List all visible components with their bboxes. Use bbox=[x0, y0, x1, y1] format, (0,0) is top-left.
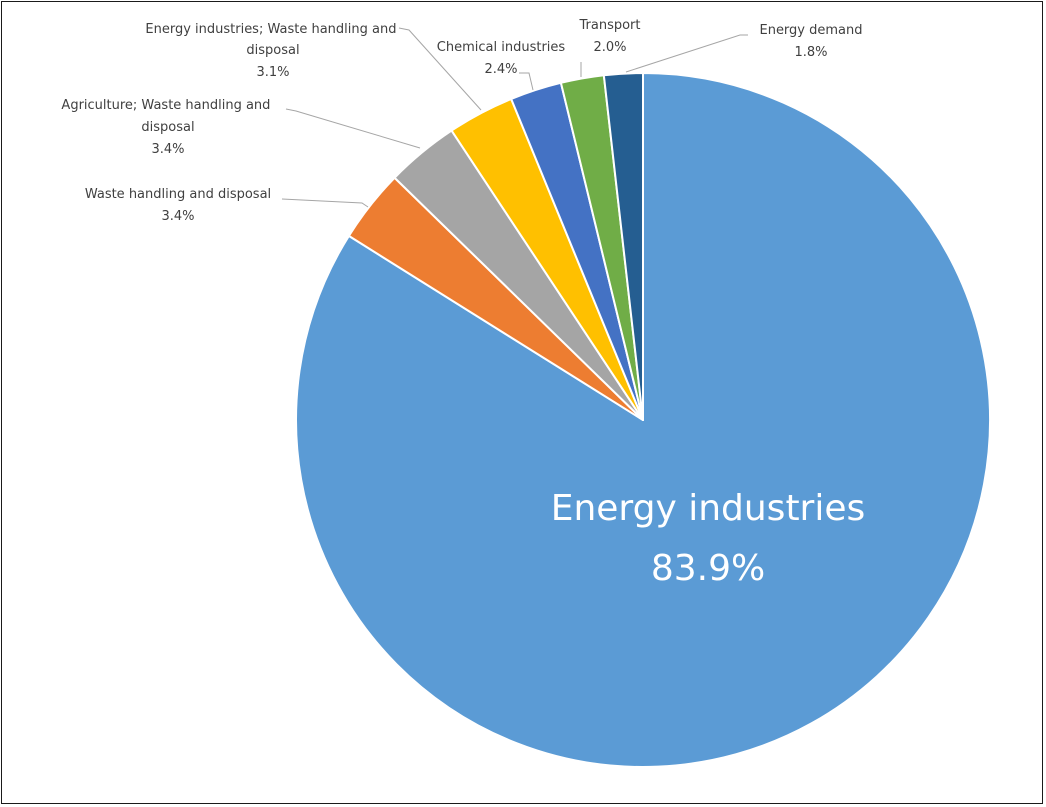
slice-value-transport: 2.0% bbox=[593, 40, 626, 55]
slice-value-agriculture-waste: 3.4% bbox=[151, 142, 184, 157]
slice-label-transport: Transport bbox=[578, 18, 640, 33]
slice-value-waste-handling: 3.4% bbox=[161, 209, 194, 224]
leader-agriculture-waste bbox=[285, 108, 421, 149]
leader-chemical-industries bbox=[519, 72, 534, 91]
slice-value-energy-industries: 83.9% bbox=[651, 548, 765, 589]
slice-label-agriculture-waste: Agriculture; Waste handling and disposal bbox=[61, 98, 274, 135]
leader-energy-demand bbox=[625, 34, 748, 73]
slice-value-energy-demand: 1.8% bbox=[794, 45, 827, 60]
leader-lines bbox=[281, 27, 748, 208]
slice-label-chemical-industries: Chemical industries bbox=[437, 40, 566, 55]
slice-energy-demand bbox=[602, 72, 644, 421]
slice-labels: Energy industries 83.9% Waste handling a… bbox=[61, 18, 865, 589]
slice-label-energy-industries: Energy industries bbox=[551, 488, 866, 529]
slice-label-energy-waste: Energy industries; Waste handling and di… bbox=[145, 22, 400, 58]
leader-energy-waste bbox=[398, 27, 482, 111]
slice-value-chemical-industries: 2.4% bbox=[484, 62, 517, 77]
slice-label-energy-demand: Energy demand bbox=[759, 23, 862, 38]
pie-slices bbox=[295, 72, 991, 768]
leader-waste-handling bbox=[281, 198, 369, 208]
slice-value-energy-waste: 3.1% bbox=[256, 65, 289, 80]
slice-label-waste-handling: Waste handling and disposal bbox=[85, 187, 271, 202]
